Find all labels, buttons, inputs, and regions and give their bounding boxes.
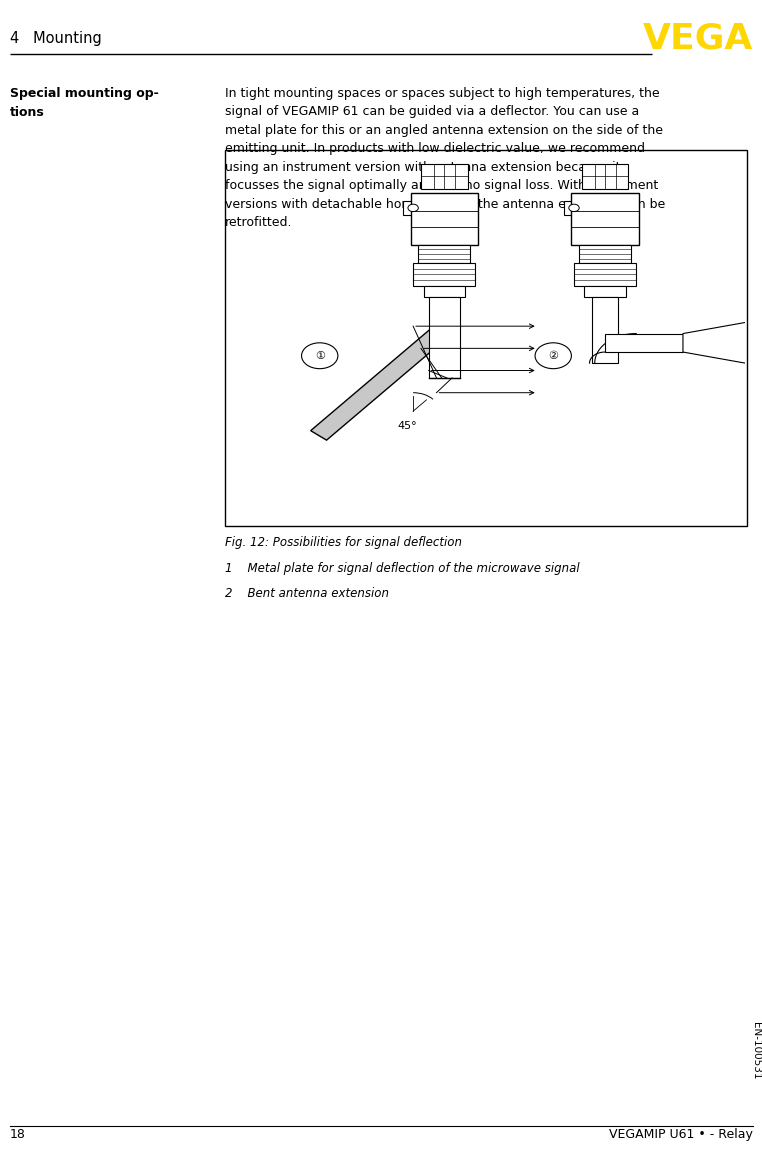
Bar	[411, 193, 478, 245]
Text: 4   Mounting: 4 Mounting	[10, 31, 101, 45]
Text: VEGAMIP U61 • - Relay: VEGAMIP U61 • - Relay	[609, 1128, 753, 1141]
Bar	[572, 193, 639, 245]
Circle shape	[568, 204, 579, 211]
Bar	[413, 263, 475, 285]
Text: 45°: 45°	[398, 420, 417, 431]
Bar	[579, 245, 631, 263]
Bar	[418, 245, 470, 263]
Text: 1    Metal plate for signal deflection of the microwave signal: 1 Metal plate for signal deflection of t…	[225, 562, 579, 575]
Text: 2    Bent antenna extension: 2 Bent antenna extension	[225, 587, 389, 599]
Text: EN-100531: EN-100531	[751, 1022, 761, 1080]
Bar	[403, 201, 424, 215]
Text: In tight mounting spaces or spaces subject to high temperatures, the
signal of V: In tight mounting spaces or spaces subje…	[225, 87, 665, 229]
Bar	[581, 164, 629, 189]
Circle shape	[535, 343, 572, 368]
Bar	[574, 263, 636, 285]
Bar	[225, 150, 747, 526]
Polygon shape	[683, 315, 762, 371]
Bar	[564, 201, 584, 215]
Circle shape	[408, 204, 418, 211]
Text: VEGA: VEGA	[642, 21, 753, 55]
Text: 18: 18	[10, 1128, 26, 1141]
Bar	[584, 285, 626, 297]
Bar	[592, 297, 618, 363]
Text: Fig. 12: Possibilities for signal deflection: Fig. 12: Possibilities for signal deflec…	[225, 536, 462, 549]
Text: ①: ①	[315, 351, 325, 360]
Bar	[421, 164, 468, 189]
Bar	[424, 285, 465, 297]
Bar	[605, 334, 683, 352]
Text: ②: ②	[548, 351, 559, 360]
Circle shape	[302, 343, 338, 368]
Bar	[429, 297, 459, 378]
Text: Special mounting op-
tions: Special mounting op- tions	[10, 87, 158, 119]
Polygon shape	[311, 323, 453, 440]
